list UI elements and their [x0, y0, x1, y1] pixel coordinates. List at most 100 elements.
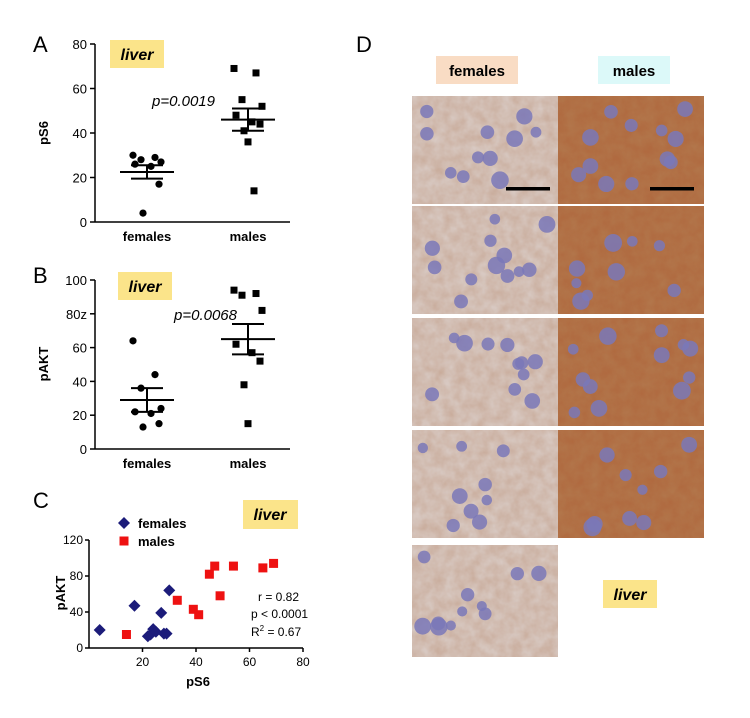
ytick-label: 40: [73, 126, 87, 141]
nucleus: [481, 494, 493, 506]
legend-label: males: [138, 534, 175, 549]
nucleus: [568, 260, 586, 277]
nucleus: [604, 233, 623, 252]
micrograph-male: [558, 96, 704, 204]
nucleus: [599, 447, 615, 463]
ytick-label: 0: [80, 215, 87, 230]
data-point: [240, 381, 248, 389]
nucleus: [420, 127, 434, 141]
panel-c-stat-r2: R2 = 0.67: [251, 624, 301, 639]
nucleus: [425, 387, 440, 402]
data-point: [230, 64, 238, 72]
panel-a-tag: liver: [121, 47, 155, 64]
data-point: [157, 158, 165, 166]
nucleus: [500, 269, 515, 283]
data-point: [128, 599, 141, 612]
data-point: [258, 563, 268, 573]
panel-b-xtick-females: females: [123, 456, 171, 471]
nucleus: [655, 324, 669, 338]
data-point: [238, 291, 246, 299]
data-point: [131, 160, 139, 168]
ytick-label: 80z: [66, 307, 87, 322]
data-point: [256, 120, 264, 128]
data-point: [129, 337, 137, 345]
data-point: [149, 625, 162, 638]
panel-c-stat-r: r = 0.82: [258, 590, 299, 604]
data-point: [252, 69, 260, 77]
data-point: [160, 627, 173, 640]
micrograph-female: [412, 430, 558, 538]
panel-c-tag: liver: [254, 507, 288, 524]
data-point: [129, 151, 137, 159]
micrograph-female: [412, 318, 558, 426]
nucleus: [424, 240, 440, 256]
nucleus: [672, 381, 691, 400]
nucleus: [683, 371, 696, 384]
nucleus: [653, 347, 670, 364]
nucleus: [571, 167, 587, 183]
nucleus: [417, 442, 429, 454]
nucleus: [456, 170, 470, 183]
data-point: [244, 420, 252, 428]
ytick-label: 100: [65, 273, 87, 288]
nucleus: [444, 167, 457, 179]
panel-b-pvalue: p=0.0068: [173, 307, 238, 324]
data-point: [121, 630, 131, 639]
data-point: [194, 610, 204, 620]
nucleus: [427, 260, 442, 275]
nucleus: [414, 617, 432, 635]
panel-c-tag-bg: [243, 500, 298, 529]
nucleus: [663, 155, 678, 170]
nucleus: [457, 606, 468, 617]
data-point: [238, 96, 246, 104]
nucleus: [480, 125, 495, 140]
panel-a-ylabel: pS6: [36, 121, 51, 145]
panel-d-tag: liver: [614, 587, 648, 604]
panel-c-ylabel: pAKT: [53, 576, 68, 611]
nucleus: [522, 262, 537, 278]
panel-c-stat-r2-sup: 2: [260, 624, 265, 633]
nucleus: [582, 129, 599, 146]
nucleus: [491, 171, 509, 189]
legend-label: females: [138, 516, 186, 531]
nucleus: [599, 327, 617, 345]
nucleus: [516, 108, 533, 125]
xtick-label: 40: [189, 655, 203, 669]
panel-b-tag-bg: [118, 272, 172, 300]
legend-marker: [119, 536, 129, 546]
ytick-label: 0: [76, 641, 83, 655]
ytick-label: 80: [70, 569, 84, 583]
nucleus: [471, 151, 485, 164]
data-point: [215, 591, 225, 601]
micrograph-male: [558, 318, 704, 426]
nucleus: [460, 588, 475, 602]
scale-bar: [506, 187, 550, 191]
nucleus: [590, 399, 608, 417]
nucleus: [448, 332, 460, 344]
panel-d-header-females-bg: [436, 56, 518, 84]
data-point: [269, 558, 279, 568]
panel-c-stat-r2-prefix: R: [251, 625, 260, 639]
nucleus: [677, 101, 693, 117]
nucleus: [484, 234, 497, 247]
tissue-texture: [412, 545, 558, 657]
data-point: [172, 595, 182, 605]
legend-marker: [118, 517, 130, 529]
panel-c-stat-p: p < 0.0001: [251, 607, 308, 621]
data-point: [232, 111, 240, 119]
nucleus: [454, 294, 468, 309]
tissue-texture: [412, 96, 558, 204]
data-point: [250, 187, 258, 195]
nucleus: [538, 215, 556, 233]
nucleus: [598, 175, 615, 193]
panel-c-xlabel: pS6: [186, 674, 210, 689]
nucleus: [568, 406, 581, 419]
nucleus: [636, 515, 652, 531]
data-point: [155, 180, 163, 188]
nucleus: [446, 518, 460, 533]
nucleus: [420, 104, 434, 119]
panel-a-chart: liver p=0.0019 pS6 0 20 40 60 80 females mal…: [36, 37, 290, 244]
nucleus: [517, 368, 530, 381]
nucleus: [530, 126, 542, 138]
panel-letter-c: C: [33, 488, 49, 513]
